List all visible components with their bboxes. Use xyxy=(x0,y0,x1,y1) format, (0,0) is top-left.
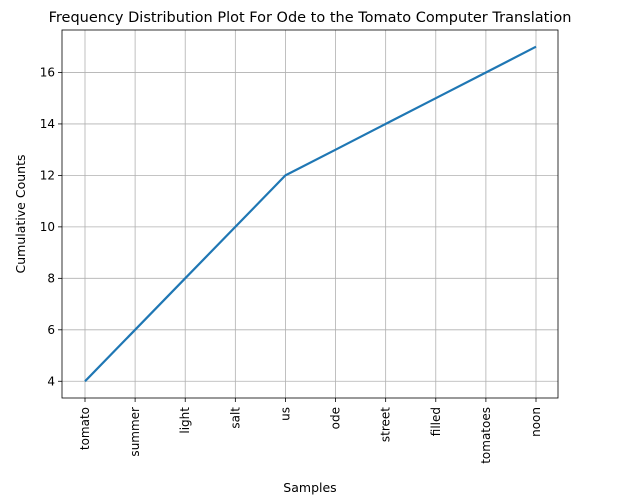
plot-frame xyxy=(61,29,559,399)
x-axis-label: Samples xyxy=(283,480,336,495)
x-tick-label: summer xyxy=(128,407,142,457)
x-tick-label: noon xyxy=(529,407,543,437)
x-tick-label: ode xyxy=(329,407,343,429)
x-tick-label: light xyxy=(178,407,192,434)
y-tick-label: 8 xyxy=(47,271,55,285)
y-axis-label: Cumulative Counts xyxy=(13,155,28,274)
x-tick-label: salt xyxy=(228,407,242,429)
y-tick-label: 16 xyxy=(40,65,55,79)
y-tick-label: 4 xyxy=(47,374,55,388)
x-tick-label: street xyxy=(379,407,393,442)
cumulative-count-line xyxy=(84,45,537,383)
x-axis-ticks: tomato summer light salt us ode street filled to… xyxy=(78,398,543,464)
y-tick-label: 14 xyxy=(40,117,55,131)
x-tick-label: us xyxy=(278,407,292,421)
grid-layer xyxy=(62,30,558,398)
y-tick-label: 10 xyxy=(40,220,55,234)
line-layer xyxy=(84,45,537,383)
chart-title: Frequency Distribution Plot For Ode to t… xyxy=(49,10,572,26)
y-tick-label: 12 xyxy=(40,168,55,182)
y-tick-label: 6 xyxy=(47,323,55,337)
x-tick-label: tomatoes xyxy=(479,407,493,464)
y-axis-ticks: 4 6 8 10 12 14 16 xyxy=(40,65,62,388)
x-tick-label: filled xyxy=(429,407,443,436)
x-tick-label: tomato xyxy=(78,407,92,450)
